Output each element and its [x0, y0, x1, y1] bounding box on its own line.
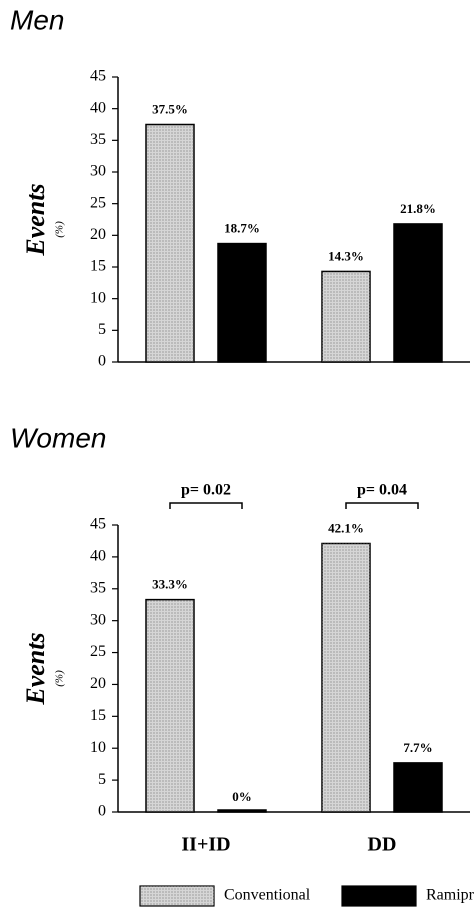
y-tick-label: 15	[90, 258, 106, 275]
x-tick-label: DD	[368, 834, 397, 856]
y-tick-label: 40	[90, 548, 106, 565]
y-tick-label: 10	[90, 739, 106, 756]
legend-label: Conventional	[224, 887, 311, 904]
bar-texture	[322, 271, 370, 362]
y-tick-label: 45	[90, 516, 106, 533]
legend-label: Ramipril	[426, 887, 474, 904]
bracket	[169, 502, 243, 509]
y-tick-label: 25	[90, 194, 106, 211]
legend-texture	[140, 886, 214, 906]
value-label: 37.5%	[152, 101, 188, 116]
bar	[393, 223, 443, 363]
value-label: 0%	[232, 789, 252, 804]
y-tick-label: 5	[98, 321, 106, 338]
y-tick-label: 35	[90, 579, 106, 596]
chart-title: Men	[10, 4, 64, 35]
value-label: 42.1%	[328, 520, 364, 535]
value-label: 14.3%	[328, 248, 364, 263]
chart-title: Women	[10, 422, 106, 453]
bar-texture	[146, 599, 194, 812]
value-label: 33.3%	[152, 577, 188, 592]
y-axis-unit: (%)	[54, 670, 66, 687]
bar-texture	[322, 543, 370, 812]
bar	[393, 762, 443, 813]
y-tick-label: 10	[90, 289, 106, 306]
y-tick-label: 30	[90, 163, 106, 180]
bar-texture	[146, 124, 194, 362]
annotation: p= 0.04	[357, 482, 407, 499]
bar	[217, 809, 267, 813]
y-tick-label: 0	[98, 803, 106, 820]
value-label: 18.7%	[224, 221, 260, 236]
legend-swatch	[341, 885, 417, 907]
y-axis-label: Events	[21, 183, 50, 256]
annotation: p= 0.02	[181, 482, 231, 499]
y-axis-label: Events	[21, 632, 50, 705]
value-label: 21.8%	[400, 201, 436, 216]
y-axis-unit: (%)	[54, 221, 66, 238]
y-tick-label: 0	[98, 353, 106, 370]
y-tick-label: 30	[90, 611, 106, 628]
x-tick-label: II+ID	[181, 834, 230, 856]
y-tick-label: 45	[90, 68, 106, 85]
y-tick-label: 40	[90, 99, 106, 116]
y-tick-label: 35	[90, 131, 106, 148]
value-label: 7.7%	[403, 740, 432, 755]
y-tick-label: 15	[90, 707, 106, 724]
bar	[217, 242, 267, 363]
y-tick-label: 20	[90, 226, 106, 243]
y-tick-label: 25	[90, 643, 106, 660]
bracket	[345, 502, 419, 509]
y-tick-label: 5	[98, 771, 106, 788]
y-tick-label: 20	[90, 675, 106, 692]
